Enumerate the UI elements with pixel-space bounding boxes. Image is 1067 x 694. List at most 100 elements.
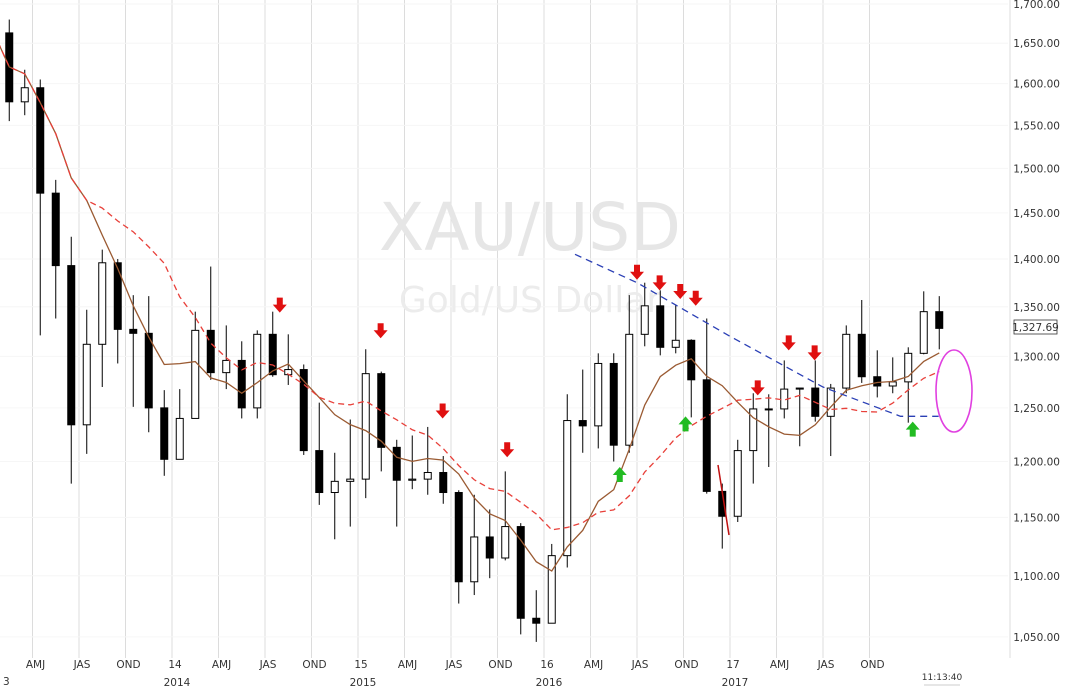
- candle: [594, 353, 603, 449]
- candle: [640, 282, 649, 347]
- candle-body-up: [98, 262, 107, 345]
- candle: [361, 349, 370, 499]
- candle-body-up: [330, 480, 339, 494]
- candle-body-up: [361, 373, 370, 480]
- candle: [625, 295, 634, 453]
- year-label: 2017: [722, 677, 749, 689]
- candle: [82, 309, 91, 454]
- x-tick-label: OND: [860, 659, 884, 671]
- candle-body-down: [113, 262, 122, 330]
- candle-body-up: [222, 359, 231, 374]
- candle-body-up: [671, 339, 680, 348]
- candle-body-down: [268, 333, 277, 376]
- candle: [408, 435, 417, 490]
- sell-arrow-icon: [781, 335, 796, 351]
- candle-body-up: [20, 87, 29, 103]
- buy-arrow-icon: [905, 421, 920, 437]
- y-tick-label: 1,200.00: [1013, 457, 1060, 469]
- sell-arrow-icon: [750, 380, 765, 396]
- y-tick-label: 1,150.00: [1013, 512, 1060, 524]
- sell-arrow-icon: [435, 403, 450, 419]
- x-tick-label: 17: [726, 659, 739, 671]
- candle: [175, 389, 184, 460]
- candle: [160, 390, 169, 476]
- candle: [299, 364, 308, 455]
- candle: [67, 236, 76, 484]
- candle-body-up: [346, 478, 355, 482]
- sell-arrow-icon: [373, 323, 388, 339]
- drawn-line[interactable]: [717, 464, 730, 536]
- candle: [687, 339, 696, 418]
- candle-body-up: [563, 420, 572, 557]
- sell-arrow-icon: [673, 283, 688, 299]
- candle-body-down: [36, 87, 45, 194]
- candle-body-up: [547, 555, 556, 624]
- candle-body-up: [501, 526, 510, 559]
- x-tick-label: 16: [540, 659, 554, 671]
- x-tick-label: 15: [354, 659, 367, 671]
- x-tick-label: 3: [3, 676, 10, 688]
- candle: [485, 509, 494, 579]
- x-tick-label: JAS: [631, 659, 649, 671]
- overlays: [0, 45, 940, 572]
- y-tick-label: 1,650.00: [1013, 38, 1060, 50]
- candle-body-down: [935, 311, 944, 329]
- candle-body-up: [826, 387, 835, 417]
- candle: [578, 369, 587, 453]
- y-tick-label: 1,250.00: [1013, 403, 1060, 415]
- x-tick-label: AMJ: [26, 659, 45, 671]
- candle: [609, 353, 618, 462]
- candle: [532, 590, 541, 642]
- y-tick-label: 1,300.00: [1013, 351, 1060, 363]
- candle-body-up: [795, 387, 804, 390]
- sell-arrow-icon: [652, 275, 667, 291]
- y-tick-label: 1,600.00: [1013, 79, 1060, 91]
- candle: [842, 325, 851, 394]
- candle-body-up: [82, 343, 91, 426]
- candle: [795, 387, 804, 447]
- candle-body-down: [377, 373, 386, 448]
- sell-arrow-icon: [630, 264, 644, 280]
- candle-body-down: [532, 617, 541, 624]
- x-tick-label: OND: [302, 659, 326, 671]
- candle: [935, 296, 944, 350]
- x-tick-label: JAS: [73, 659, 91, 671]
- candle-body-up: [594, 362, 603, 427]
- candle-body-up: [749, 408, 758, 452]
- candle: [501, 471, 510, 561]
- candle-body-up: [733, 450, 742, 517]
- candle-body-up: [191, 329, 200, 419]
- candle: [423, 426, 432, 495]
- highlight-ellipse[interactable]: [935, 349, 973, 433]
- buy-arrow-icon: [612, 466, 627, 482]
- x-tick-label: OND: [674, 659, 698, 671]
- candle-body-down: [129, 328, 138, 334]
- x-tick-label: 14: [168, 659, 182, 671]
- candle: [919, 291, 928, 355]
- candle-body-down: [51, 192, 60, 267]
- candle: [656, 290, 665, 356]
- candle: [826, 383, 835, 457]
- candle: [749, 393, 758, 484]
- candle-body-down: [237, 359, 246, 409]
- candle: [20, 69, 29, 116]
- candle-body-down: [516, 526, 525, 619]
- x-tick-label: JAS: [259, 659, 277, 671]
- time-marker: 11:13:40: [922, 673, 963, 686]
- candle-body-down: [299, 369, 308, 452]
- year-label: 2014: [164, 677, 191, 689]
- candle-body-down: [67, 265, 76, 426]
- candle: [113, 259, 122, 364]
- x-tick-label: OND: [116, 659, 140, 671]
- x-tick-label: AMJ: [398, 659, 417, 671]
- candle-body-down: [206, 329, 215, 374]
- candle-body-down: [609, 362, 618, 446]
- candle-body-down: [857, 333, 866, 378]
- moving-average-line: [0, 45, 940, 572]
- candle: [191, 311, 200, 419]
- sell-arrow-icon: [500, 442, 515, 458]
- candle-body-down: [873, 376, 882, 387]
- x-tick-label: AMJ: [770, 659, 789, 671]
- time-label: 11:13:40: [922, 673, 963, 683]
